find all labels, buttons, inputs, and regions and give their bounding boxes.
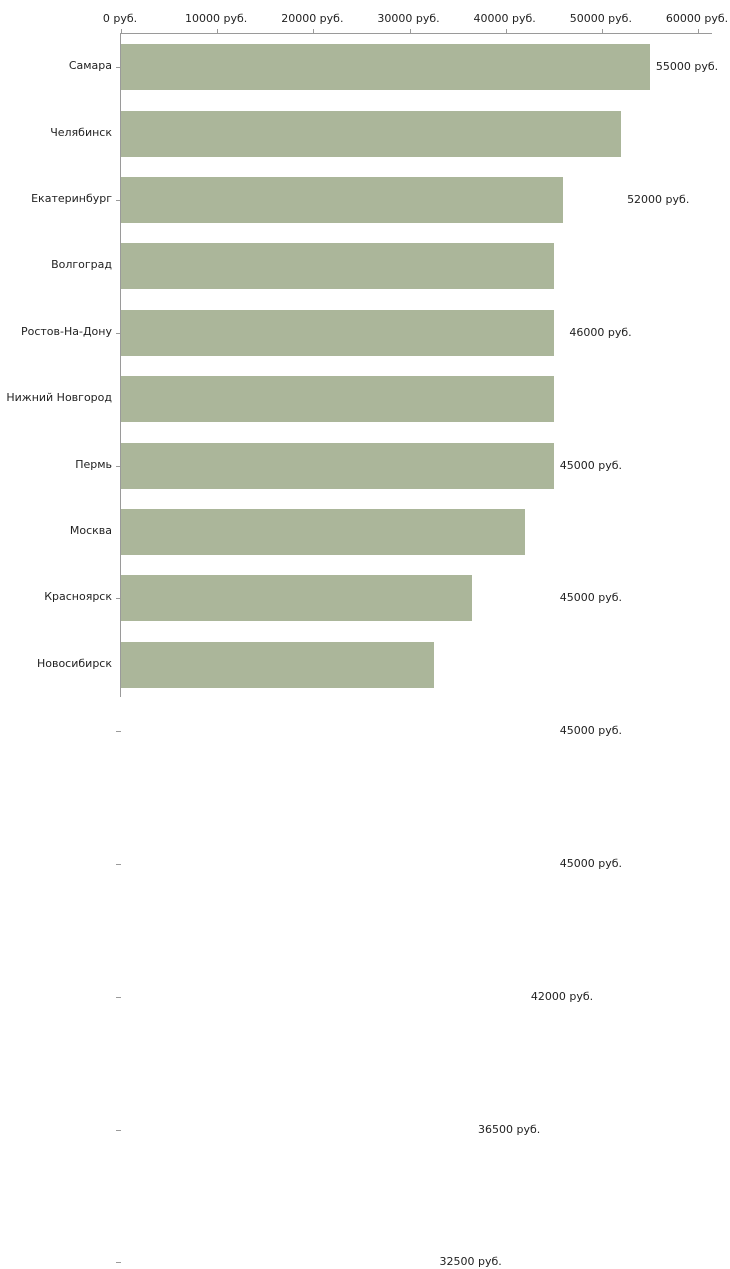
bar-value-label: 45000 руб. xyxy=(559,856,623,870)
bar-value-label: 36500 руб. xyxy=(478,1122,541,1136)
y-tick-mark xyxy=(116,199,121,201)
x-tick-mark xyxy=(601,29,603,34)
y-tick-mark xyxy=(116,67,121,69)
x-tick-mark xyxy=(217,29,219,34)
bar-row: 36500 руб. xyxy=(116,565,712,1136)
bar-row: 46000 руб. xyxy=(116,167,712,339)
bar xyxy=(121,376,554,423)
x-tick-mark xyxy=(121,29,122,34)
x-tick-label: 60000 руб. xyxy=(665,12,729,25)
bar xyxy=(121,442,554,489)
x-tick-label: 40000 руб. xyxy=(473,12,536,25)
bar xyxy=(121,243,554,290)
bar-value-label: 45000 руб. xyxy=(559,458,623,472)
bar-value-label: 42000 руб. xyxy=(530,989,594,1003)
bar xyxy=(121,641,434,688)
category-label: Пермь xyxy=(75,457,112,471)
bar xyxy=(121,44,650,91)
bar-row: 42000 руб. xyxy=(116,499,712,1003)
bar xyxy=(121,110,622,157)
x-tick-label: 0 руб. xyxy=(102,12,138,25)
category-label: Москва xyxy=(69,524,112,537)
y-tick-mark xyxy=(116,1262,121,1264)
category-label: Самара xyxy=(68,59,112,73)
bar-value-label: 55000 руб. xyxy=(655,60,719,74)
bar-value-label: 32500 руб. xyxy=(439,1255,502,1269)
y-tick-mark xyxy=(116,465,121,467)
x-tick-label: 30000 руб. xyxy=(377,12,440,25)
category-label: Ростов-На-Дону xyxy=(20,324,112,338)
bar-row: 32500 руб. xyxy=(116,632,712,1268)
category-label: Красноярск xyxy=(44,590,112,604)
bar-row: 45000 руб. xyxy=(116,233,712,472)
y-tick-mark xyxy=(116,863,121,865)
bar-value-label: 45000 руб. xyxy=(559,724,623,738)
x-tick-label: 20000 руб. xyxy=(281,12,344,25)
category-label: Екатеринбург xyxy=(31,192,112,205)
bar xyxy=(121,575,472,622)
bar-row: 52000 руб. xyxy=(116,100,712,206)
bar-row: 55000 руб. xyxy=(116,34,718,100)
bar-row: 45000 руб. xyxy=(116,432,712,870)
bar-row: 45000 руб. xyxy=(116,366,712,737)
bar-row: 45000 руб. xyxy=(116,300,712,604)
category-label: Волгоград xyxy=(51,258,112,272)
y-tick-mark xyxy=(116,332,121,334)
x-tick-mark xyxy=(698,29,699,34)
x-tick-mark xyxy=(409,29,411,34)
x-tick-label: 10000 руб. xyxy=(185,12,248,25)
bar-value-label: 46000 руб. xyxy=(569,325,632,339)
y-tick-mark xyxy=(116,731,121,733)
category-label: Новосибирск xyxy=(36,656,112,670)
bar xyxy=(121,309,554,356)
bar-value-label: 52000 руб. xyxy=(627,192,690,206)
category-label: Челябинск xyxy=(50,125,112,139)
x-tick-label: 50000 руб. xyxy=(569,12,632,25)
bar-value-label: 45000 руб. xyxy=(559,591,623,605)
plot-area: 55000 руб. 52000 руб. 46000 руб. 45000 руб.… xyxy=(116,29,718,1268)
category-label: Нижний Новгород xyxy=(6,391,112,405)
x-tick-mark xyxy=(313,29,315,34)
bar-chart: 0 руб. 10000 руб. 20000 руб. 30000 руб. 4000… xyxy=(6,12,729,1268)
y-tick-mark xyxy=(116,996,121,998)
y-tick-mark xyxy=(116,1129,121,1131)
y-tick-mark xyxy=(116,598,121,600)
bar xyxy=(121,508,525,555)
bar xyxy=(121,176,564,223)
x-tick-mark xyxy=(505,29,507,34)
